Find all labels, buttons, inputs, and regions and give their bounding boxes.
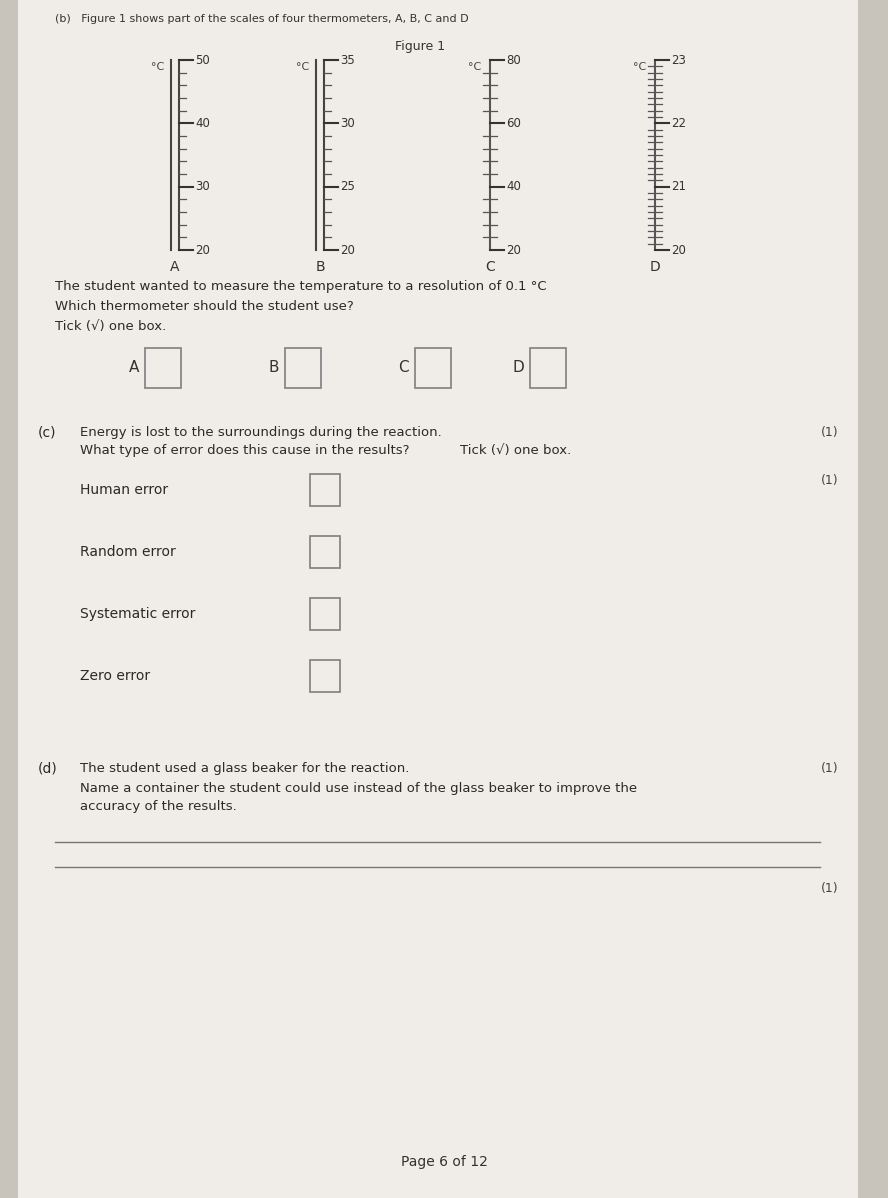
Text: 40: 40	[506, 180, 521, 193]
Bar	[310, 660, 340, 692]
Text: Energy is lost to the surroundings during the reaction.: Energy is lost to the surroundings durin…	[80, 426, 441, 438]
Bar	[285, 347, 321, 388]
Text: 40: 40	[195, 117, 210, 129]
Text: (1): (1)	[821, 882, 838, 895]
Text: 20: 20	[506, 243, 521, 256]
Text: B: B	[268, 361, 279, 375]
Text: (d): (d)	[38, 762, 58, 776]
Text: Systematic error: Systematic error	[80, 607, 195, 621]
Text: °C: °C	[633, 62, 646, 72]
Text: °C: °C	[151, 62, 164, 72]
Text: A: A	[129, 361, 139, 375]
Text: Human error: Human error	[80, 483, 168, 497]
Text: C: C	[485, 260, 495, 274]
Text: 20: 20	[340, 243, 355, 256]
Text: °C: °C	[468, 62, 481, 72]
Text: accuracy of the results.: accuracy of the results.	[80, 800, 237, 813]
Text: Random error: Random error	[80, 545, 176, 559]
Text: 35: 35	[340, 54, 354, 67]
Text: 23: 23	[671, 54, 686, 67]
Text: 30: 30	[195, 180, 210, 193]
Text: Tick (√) one box.: Tick (√) one box.	[55, 320, 166, 333]
Text: Name a container the student could use instead of the glass beaker to improve th: Name a container the student could use i…	[80, 782, 637, 795]
Text: D: D	[512, 361, 524, 375]
Text: 60: 60	[506, 117, 521, 129]
Text: Figure 1: Figure 1	[395, 40, 445, 53]
Text: 20: 20	[671, 243, 686, 256]
Text: 50: 50	[195, 54, 210, 67]
Text: (1): (1)	[821, 474, 838, 488]
Text: 22: 22	[671, 117, 686, 129]
Text: Which thermometer should the student use?: Which thermometer should the student use…	[55, 300, 353, 313]
Text: Zero error: Zero error	[80, 668, 150, 683]
Bar	[530, 347, 566, 388]
Text: C: C	[399, 361, 409, 375]
Text: 21: 21	[671, 180, 686, 193]
Text: The student wanted to measure the temperature to a resolution of 0.1 °C: The student wanted to measure the temper…	[55, 280, 547, 294]
Bar	[310, 598, 340, 630]
Text: 30: 30	[340, 117, 354, 129]
Bar	[310, 474, 340, 506]
Text: What type of error does this cause in the results?: What type of error does this cause in th…	[80, 444, 409, 456]
Text: The student used a glass beaker for the reaction.: The student used a glass beaker for the …	[80, 762, 409, 775]
Text: °C: °C	[296, 62, 309, 72]
Text: (1): (1)	[821, 762, 838, 775]
Text: Page 6 of 12: Page 6 of 12	[400, 1155, 488, 1169]
Text: (b)   Figure 1 shows part of the scales of four thermometers, A, B, C and D: (b) Figure 1 shows part of the scales of…	[55, 14, 469, 24]
Text: 20: 20	[195, 243, 210, 256]
Text: A: A	[170, 260, 179, 274]
Text: 80: 80	[506, 54, 520, 67]
Text: (c): (c)	[38, 426, 57, 440]
Bar	[145, 347, 181, 388]
Text: Tick (√) one box.: Tick (√) one box.	[460, 444, 571, 456]
Bar	[415, 347, 451, 388]
Text: (1): (1)	[821, 426, 838, 438]
Text: D: D	[650, 260, 661, 274]
Bar	[310, 536, 340, 568]
Text: 25: 25	[340, 180, 355, 193]
Text: B: B	[315, 260, 325, 274]
